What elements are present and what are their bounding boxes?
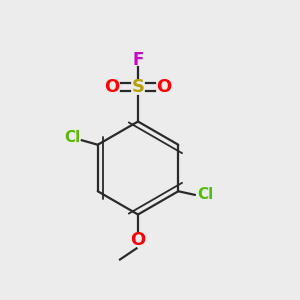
Text: F: F xyxy=(132,51,144,69)
Text: O: O xyxy=(104,78,119,96)
Text: Cl: Cl xyxy=(64,130,80,145)
Text: S: S xyxy=(131,78,145,96)
Text: O: O xyxy=(130,231,146,249)
Text: O: O xyxy=(157,78,172,96)
Text: Cl: Cl xyxy=(197,187,213,202)
